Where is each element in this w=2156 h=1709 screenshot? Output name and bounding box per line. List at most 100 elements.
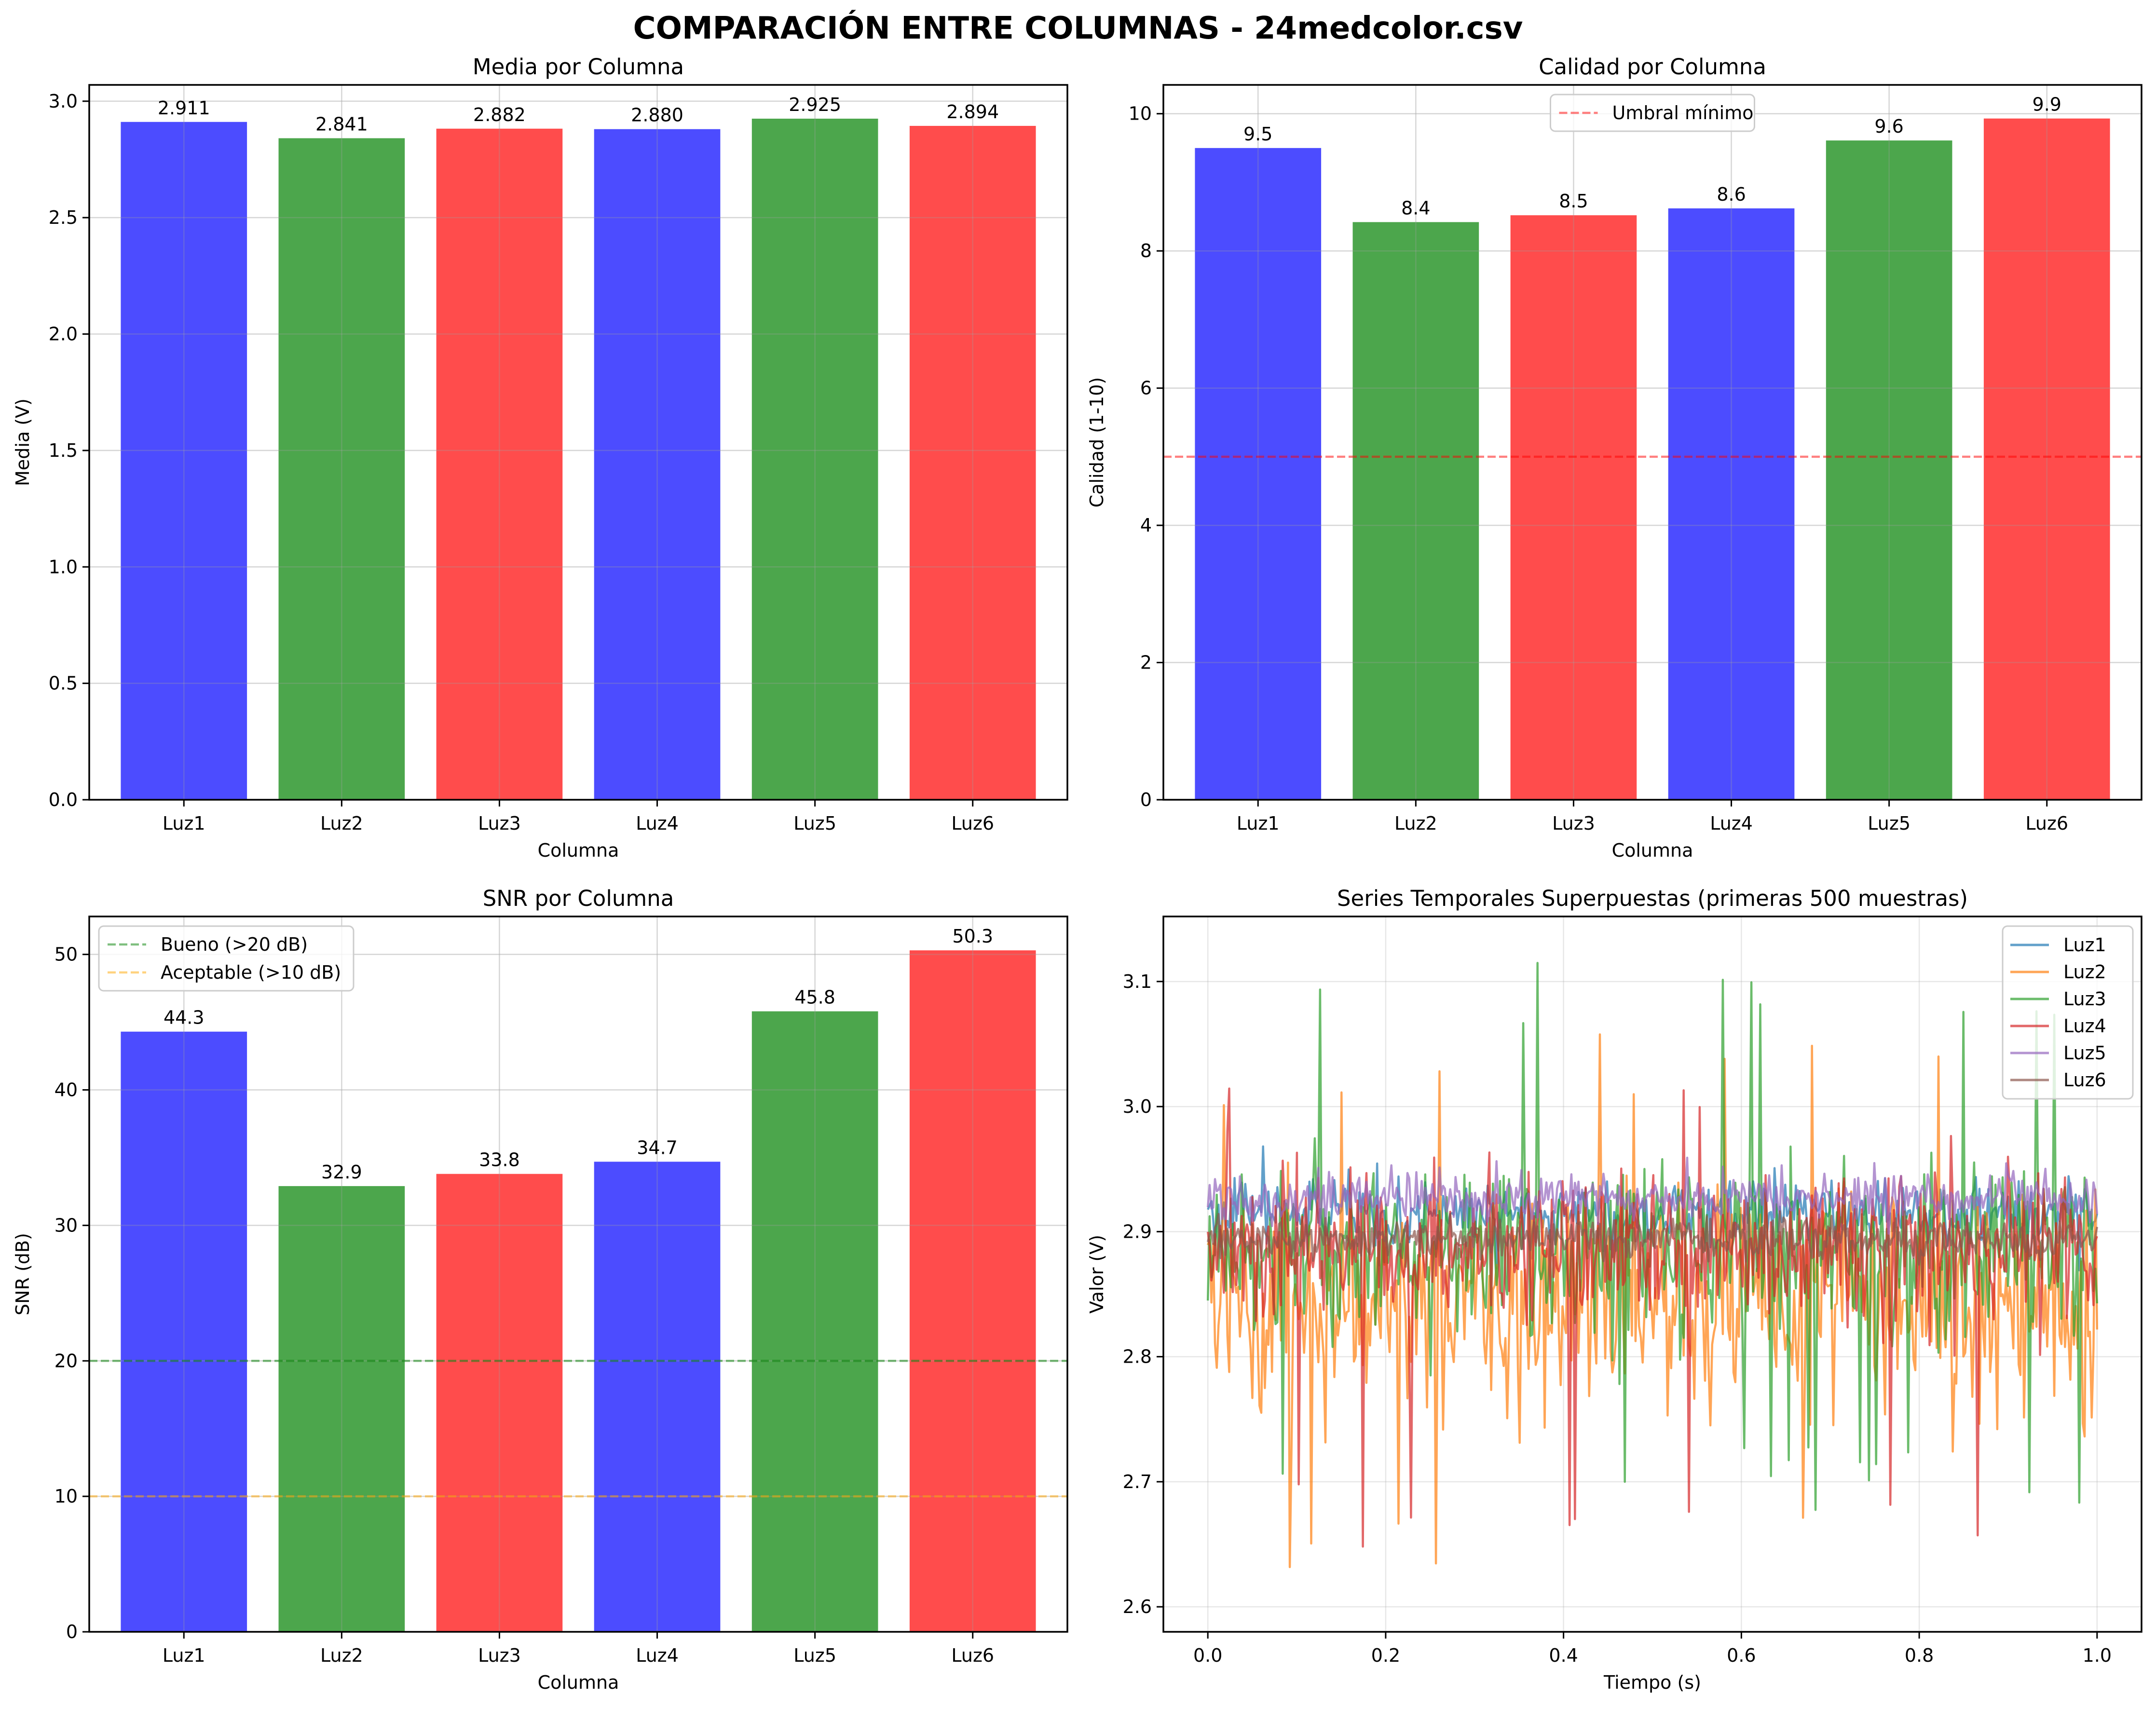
bar-luz6 [1983,118,2110,800]
axes-frame [1162,916,2142,1633]
x-tick-label: 0.4 [1549,1645,1578,1666]
bar-luz5 [751,118,878,800]
bar-value-label: 50.3 [952,926,993,947]
legend: Luz1 Luz2 Luz3 Luz4 Luz5 Luz6 [2002,925,2134,1100]
x-tick-label: Luz4 [636,813,679,834]
chart-title: Series Temporales Superpuestas (primeras… [1337,886,1968,911]
x-axis-label: Columna [538,840,619,861]
x-tick-label: Luz5 [793,1645,836,1666]
legend-frame [2002,925,2134,1100]
bar-luz3 [436,128,563,800]
y-tick-label: 0 [66,1621,78,1642]
bar-value-label: 45.8 [794,987,835,1008]
x-axis-label: Tiempo (s) [1603,1672,1701,1693]
bar-luz4 [594,129,721,800]
legend-label: Luz3 [2063,988,2106,1010]
y-tick-label: 3.0 [49,91,78,112]
x-tick-label: 0.0 [1193,1645,1222,1666]
bar-luz3 [1510,215,1637,800]
x-tick-label: Luz4 [1710,813,1753,834]
axes-frame [88,916,1068,1633]
bar-luz3 [436,1174,563,1632]
y-tick-label: 0.5 [49,673,78,694]
y-tick-label: 0.0 [49,789,78,810]
series-line-luz6 [1207,1202,2099,1266]
y-tick-label: 3.0 [1123,1096,1152,1117]
chart-title: Calidad por Columna [1539,54,1766,80]
legend-label: Luz5 [2063,1042,2106,1064]
x-tick-label: Luz5 [1868,813,1910,834]
bar-luz2 [278,1186,405,1632]
y-tick-label: 30 [55,1215,78,1236]
snr-chart: 44.3 32.9 33.8 34.7 45.8 50.3 0 10 20 30 40 50 Luz1 L… [12,886,1068,1693]
series-line-luz5 [1206,1156,2099,1235]
bar-value-label: 2.882 [473,104,526,125]
bar-value-label: 2.880 [631,105,683,126]
y-tick-label: 3.1 [1123,971,1152,992]
y-axis-label: Media (V) [12,398,33,486]
bar-value-label: 9.5 [1243,123,1272,145]
bar-luz4 [594,1162,721,1632]
x-tick-label: Luz2 [320,1645,363,1666]
bar-luz5 [1826,140,1952,800]
y-tick-label: 10 [55,1486,78,1507]
bar-value-label: 8.4 [1401,197,1430,219]
y-tick-label: 1.5 [49,440,78,461]
legend-frame [98,925,355,992]
x-tick-label: Luz6 [2025,813,2068,834]
bar-luz1 [121,1031,247,1632]
x-axis-label: Columna [538,1672,619,1693]
y-axis-label: Calidad (1-10) [1086,377,1107,507]
bar-luz5 [751,1011,878,1632]
y-tick-label: 2.9 [1123,1221,1152,1242]
x-tick-label: 0.2 [1371,1645,1400,1666]
bar-luz6 [909,125,1036,800]
calidad-chart: 9.5 8.4 8.5 8.6 9.6 9.9 0 2 4 6 8 10 Luz1 Luz2 Luz3 Luz… [1086,54,2142,861]
series-chart: 2.6 2.7 2.8 2.9 3.0 3.1 0.0 0.2 0.4 0.6 0.8 1.0 Seri… [1086,886,2142,1693]
x-tick-label: 1.0 [2083,1645,2112,1666]
x-tick-label: Luz2 [320,813,363,834]
y-tick-label: 8 [1140,240,1152,261]
legend-label: Bueno (>20 dB) [161,934,308,955]
x-tick-label: Luz3 [478,1645,521,1666]
y-tick-label: 10 [1129,103,1152,124]
bar-value-label: 2.925 [789,94,841,115]
legend-label: Aceptable (>10 dB) [161,962,341,983]
y-tick-label: 4 [1140,515,1152,536]
chart-title: SNR por Columna [483,886,674,911]
x-tick-label: 0.6 [1727,1645,1756,1666]
legend-label: Luz2 [2063,961,2106,983]
y-axis-label: SNR (dB) [12,1233,33,1315]
legend-label: Luz6 [2063,1069,2106,1091]
bar-value-label: 44.3 [164,1007,205,1028]
bar-luz1 [121,122,247,800]
y-tick-label: 20 [55,1350,78,1371]
x-tick-label: Luz6 [951,813,994,834]
bar-value-label: 34.7 [637,1137,678,1158]
y-tick-label: 50 [55,944,78,965]
bar-value-label: 8.6 [1717,184,1746,205]
axes-frame [1162,84,2142,801]
y-tick-label: 2.0 [49,324,78,345]
axes-frame [88,84,1068,801]
x-axis-label: Columna [1612,840,1693,861]
legend-frame [1550,94,1755,132]
bar-value-label: 2.841 [315,114,368,135]
x-tick-label: Luz3 [478,813,521,834]
bar-luz6 [909,950,1036,1632]
x-tick-label: Luz4 [636,1645,679,1666]
legend-label: Luz1 [2063,934,2106,956]
bar-luz1 [1195,148,1322,800]
y-tick-label: 2.7 [1123,1471,1152,1492]
series-line-luz3 [1206,962,2099,1511]
bar-value-label: 33.8 [479,1149,520,1171]
bar-value-label: 2.894 [946,101,999,123]
x-tick-label: Luz6 [951,1645,994,1666]
bar-luz2 [278,138,405,800]
legend: Umbral mínimo [1550,94,1755,132]
figure-title: COMPARACIÓN ENTRE COLUMNAS - 24medcolor.… [633,10,1523,46]
y-axis-label: Valor (V) [1086,1235,1107,1314]
media-chart: 2.911 2.841 2.882 2.880 2.925 2.894 0.0 0.5 1.0 1… [12,54,1068,861]
chart-title: Media por Columna [473,54,684,80]
bar-value-label: 32.9 [321,1162,362,1183]
